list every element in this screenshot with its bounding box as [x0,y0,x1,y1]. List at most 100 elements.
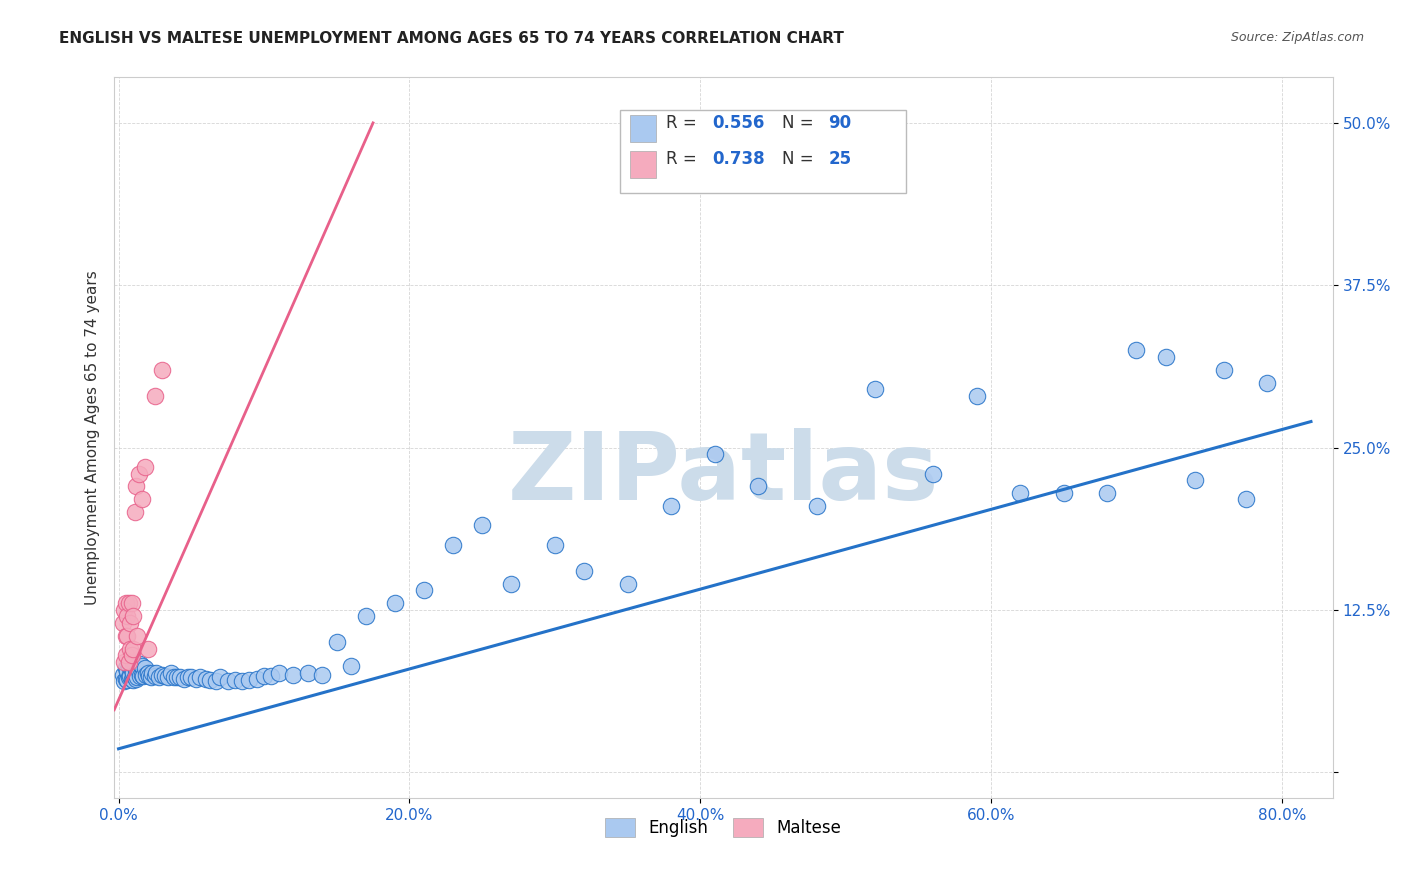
Point [863,382,886,396]
Point [117,629,139,643]
Point [1097,486,1119,500]
Point [120,641,142,656]
Point [143,669,166,683]
Point [139,670,162,684]
Point [120,669,142,683]
Point [117,673,139,687]
Text: R =: R = [666,150,702,168]
Point [136,641,159,656]
Point [121,663,143,677]
Point [217,674,239,689]
Point [153,669,176,683]
Point [122,673,145,687]
Point [253,669,276,683]
Point [132,669,155,683]
Point [1125,343,1147,358]
Point [150,667,173,681]
Point [134,661,156,675]
Point [114,629,136,643]
Point [112,655,135,669]
Point [922,467,945,481]
Point [121,596,143,610]
Text: 0.738: 0.738 [713,150,765,168]
Point [118,655,141,669]
Text: ENGLISH VS MALTESE UNEMPLOYMENT AMONG AGES 65 TO 74 YEARS CORRELATION CHART: ENGLISH VS MALTESE UNEMPLOYMENT AMONG AG… [59,31,844,46]
Point [131,667,153,681]
Point [231,674,253,689]
Point [134,460,156,475]
Point [112,603,135,617]
Point [127,629,149,643]
Point [166,670,188,684]
Point [325,635,347,649]
Point [111,667,134,681]
Point [112,674,135,689]
Point [747,479,769,493]
Point [127,658,149,673]
Point [124,506,146,520]
Point [127,670,149,684]
Text: 25: 25 [828,150,852,168]
Legend: English, Maltese: English, Maltese [599,812,848,844]
Point [122,641,145,656]
Point [246,672,269,686]
Point [966,388,988,402]
Point [413,583,436,598]
Text: Source: ZipAtlas.com: Source: ZipAtlas.com [1230,31,1364,45]
Point [501,577,523,591]
Point [117,664,139,678]
Point [173,672,195,686]
Point [160,666,183,681]
Point [125,672,148,686]
Point [471,518,494,533]
Point [118,596,141,610]
Point [572,564,595,578]
Point [129,657,152,672]
Point [194,672,217,686]
Text: ZIPatlas: ZIPatlas [508,428,939,520]
Point [124,670,146,684]
Point [143,388,166,402]
Point [1010,486,1032,500]
Point [121,648,143,663]
Point [114,596,136,610]
Point [1234,492,1257,507]
Point [122,655,145,669]
Point [703,447,725,461]
Point [148,670,170,684]
Text: N =: N = [782,114,818,132]
Point [125,479,148,493]
Point [145,666,167,681]
Text: R =: R = [666,114,702,132]
Point [177,670,200,684]
Point [128,664,150,678]
Point [120,657,142,672]
Point [169,670,191,684]
Point [120,615,142,630]
FancyBboxPatch shape [630,115,657,143]
Point [806,499,828,513]
Point [297,666,319,681]
Point [260,669,283,683]
Point [125,661,148,675]
Point [1053,486,1076,500]
Point [141,666,163,681]
Point [117,609,139,624]
Point [124,660,146,674]
Point [131,492,153,507]
Point [111,615,134,630]
Point [238,673,260,687]
Point [267,666,290,681]
Point [163,670,186,684]
Point [184,672,207,686]
Point [616,577,638,591]
Point [281,667,304,681]
Point [114,661,136,675]
Point [138,669,160,683]
Point [150,362,173,376]
Point [1184,473,1206,487]
Point [441,538,464,552]
Point [1256,376,1278,390]
Point [114,648,136,663]
Point [118,658,141,673]
